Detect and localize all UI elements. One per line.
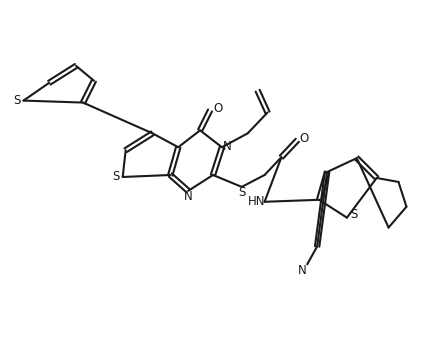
Text: HN: HN [248, 195, 265, 208]
Text: N: N [184, 190, 192, 203]
Text: S: S [13, 94, 20, 107]
Text: S: S [112, 170, 119, 184]
Text: N: N [222, 140, 231, 153]
Text: S: S [350, 208, 357, 221]
Text: O: O [213, 102, 222, 115]
Text: S: S [238, 186, 246, 199]
Text: N: N [298, 264, 307, 277]
Text: O: O [300, 132, 309, 145]
